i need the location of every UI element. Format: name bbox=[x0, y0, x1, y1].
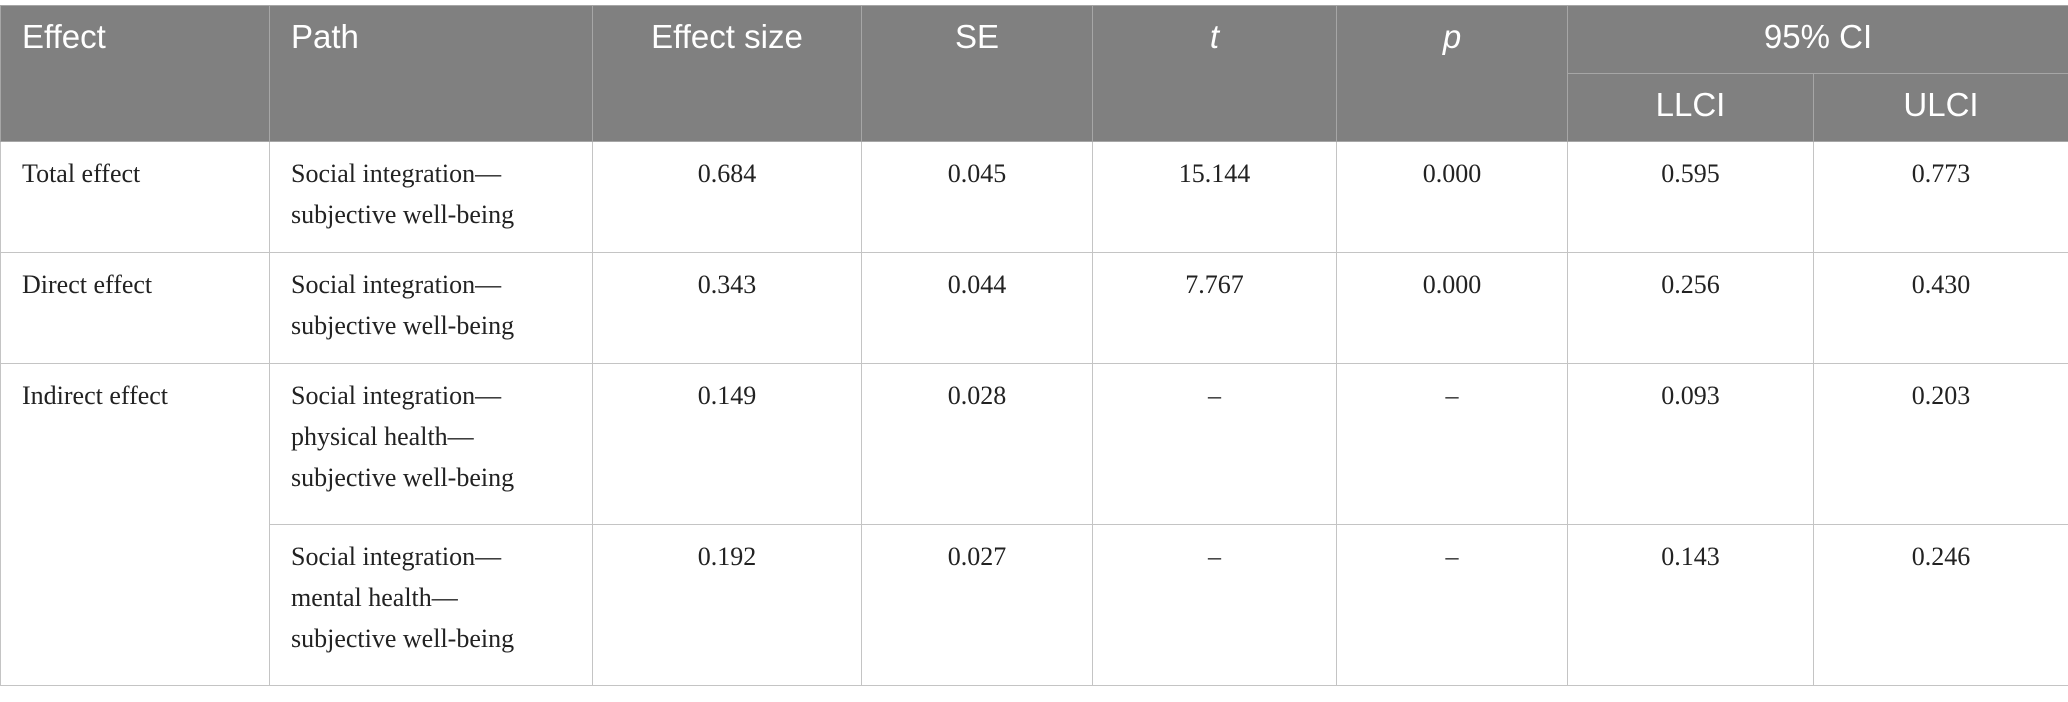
value-text: 15.144 bbox=[1178, 159, 1251, 188]
path-cell: Social integration— mental health— subject… bbox=[269, 524, 593, 686]
header-cell: LLCI bbox=[1567, 73, 1814, 142]
effect-label: Indirect effect bbox=[22, 381, 169, 410]
table-body: Total effect Social integration— subjectiv… bbox=[0, 141, 2068, 686]
table-row: Direct effect Social integration— subjecti… bbox=[0, 252, 2068, 364]
value-text: 0.684 bbox=[697, 159, 757, 188]
path-line: subjective well-being bbox=[291, 311, 515, 340]
value-text: 0.028 bbox=[947, 381, 1007, 410]
value-text: 0.430 bbox=[1911, 270, 1971, 299]
value-text: 0.203 bbox=[1911, 381, 1971, 410]
effect-label: Direct effect bbox=[22, 270, 153, 299]
value-text: 0.045 bbox=[947, 159, 1007, 188]
value-cell: – bbox=[1092, 524, 1337, 686]
path-line: Social integration— bbox=[291, 381, 502, 410]
value-cell: 0.093 bbox=[1567, 363, 1814, 525]
value-cell: 0.246 bbox=[1813, 524, 2068, 686]
effect-label: Total effect bbox=[22, 159, 141, 188]
path-line: subjective well-being bbox=[291, 463, 515, 492]
path-line: Social integration— bbox=[291, 270, 502, 299]
path-line: Social integration— bbox=[291, 542, 502, 571]
path-text: Social integration— mental health— subject… bbox=[291, 532, 592, 664]
table-row: Social integration— mental health— subject… bbox=[1, 524, 2068, 686]
effect-cell: Total effect bbox=[0, 141, 270, 253]
value-text: – bbox=[1445, 542, 1459, 571]
table-row: Total effect Social integration— subjectiv… bbox=[0, 141, 2068, 253]
path-line: subjective well-being bbox=[291, 200, 515, 229]
header-cell: 95% CI bbox=[1567, 5, 2068, 74]
table-row: Indirect effect Social integration— physic… bbox=[0, 363, 2068, 686]
value-cell: 0.595 bbox=[1567, 141, 1814, 253]
value-text: 0.343 bbox=[697, 270, 757, 299]
value-cell: 0.028 bbox=[861, 363, 1093, 525]
value-cell: 15.144 bbox=[1092, 141, 1337, 253]
value-text: – bbox=[1445, 381, 1459, 410]
value-cell: 0.256 bbox=[1567, 252, 1814, 364]
results-table: Effect Path Effect size SE t p 95% CI LL… bbox=[0, 5, 2068, 686]
path-cell: Social integration— subjective well-being bbox=[269, 141, 593, 253]
path-text: Social integration— subjective well-being bbox=[291, 260, 592, 351]
value-cell: 0.000 bbox=[1336, 252, 1568, 364]
path-text: Social integration— physical health— subje… bbox=[291, 371, 592, 503]
value-cell: 0.343 bbox=[592, 252, 862, 364]
value-cell: 0.192 bbox=[592, 524, 862, 686]
value-cell: 0.143 bbox=[1567, 524, 1814, 686]
effect-cell: Direct effect bbox=[0, 252, 270, 364]
value-cell: 0.045 bbox=[861, 141, 1093, 253]
header-cell: Path bbox=[269, 5, 593, 142]
value-text: – bbox=[1208, 542, 1221, 571]
path-line: physical health— bbox=[291, 422, 474, 451]
value-cell: 0.430 bbox=[1813, 252, 2068, 364]
value-text: 0.000 bbox=[1422, 270, 1482, 299]
path-cell: Social integration— physical health— subje… bbox=[269, 363, 593, 525]
value-cell: 0.773 bbox=[1813, 141, 2068, 253]
value-text: – bbox=[1208, 381, 1221, 410]
value-text: 0.192 bbox=[697, 542, 757, 571]
value-text: 0.149 bbox=[697, 381, 757, 410]
header-cell: ULCI bbox=[1813, 73, 2068, 142]
value-text: 0.256 bbox=[1661, 270, 1720, 299]
header-cell: p bbox=[1336, 5, 1568, 142]
header-cell: t bbox=[1092, 5, 1337, 142]
value-cell: – bbox=[1336, 363, 1568, 525]
value-cell: 0.684 bbox=[592, 141, 862, 253]
value-text: 0.000 bbox=[1422, 159, 1482, 188]
value-text: 0.595 bbox=[1661, 159, 1720, 188]
value-cell: 0.203 bbox=[1813, 363, 2068, 525]
header-cell: SE bbox=[861, 5, 1093, 142]
table-header: Effect Path Effect size SE t p 95% CI LL… bbox=[0, 5, 2068, 142]
value-cell: 0.149 bbox=[592, 363, 862, 525]
path-line: Social integration— bbox=[291, 159, 502, 188]
value-text: 0.143 bbox=[1661, 542, 1720, 571]
header-cell: Effect size bbox=[592, 5, 862, 142]
value-cell: – bbox=[1092, 363, 1337, 525]
value-text: 7.767 bbox=[1185, 270, 1244, 299]
value-text: 0.093 bbox=[1661, 381, 1720, 410]
value-cell: 0.000 bbox=[1336, 141, 1568, 253]
path-line: mental health— bbox=[291, 583, 458, 612]
value-cell: – bbox=[1336, 524, 1568, 686]
value-cell: 0.027 bbox=[861, 524, 1093, 686]
value-cell: 7.767 bbox=[1092, 252, 1337, 364]
value-text: 0.773 bbox=[1911, 159, 1971, 188]
value-text: 0.027 bbox=[947, 542, 1007, 571]
value-text: 0.044 bbox=[947, 270, 1007, 299]
effect-cell: Indirect effect bbox=[0, 363, 270, 686]
header-cell: Effect bbox=[0, 5, 270, 142]
value-cell: 0.044 bbox=[861, 252, 1093, 364]
value-text: 0.246 bbox=[1911, 542, 1971, 571]
path-line: subjective well-being bbox=[291, 624, 515, 653]
path-text: Social integration— subjective well-being bbox=[291, 149, 592, 240]
path-cell: Social integration— subjective well-being bbox=[269, 252, 593, 364]
